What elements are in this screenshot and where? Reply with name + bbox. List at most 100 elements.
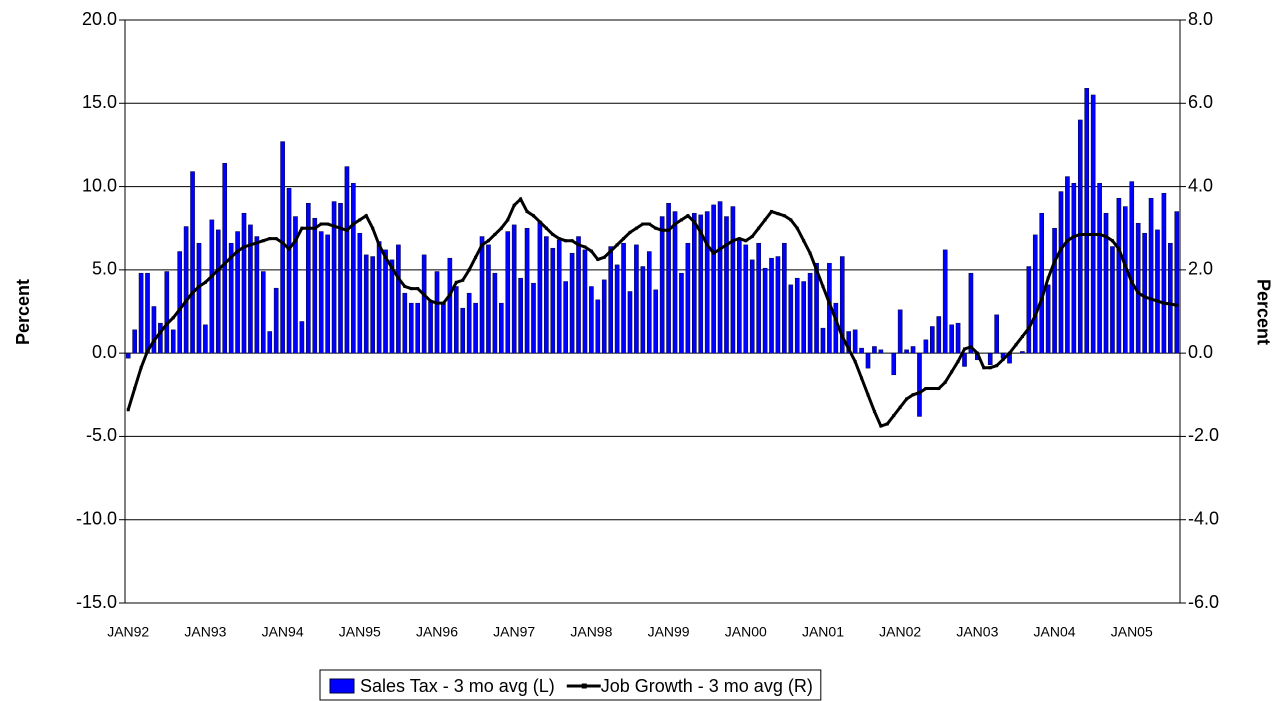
bar (325, 234, 330, 354)
line-marker (1027, 326, 1031, 330)
line-marker (499, 226, 503, 230)
line-marker (834, 318, 838, 322)
bar (132, 329, 137, 354)
legend: Sales Tax - 3 mo avg (L) Job Growth - 3 m… (319, 669, 822, 701)
line-marker (911, 393, 915, 397)
line-marker (679, 218, 683, 222)
bar (1097, 182, 1102, 354)
line-marker (506, 218, 510, 222)
x-tick-label: JAN95 (339, 624, 381, 640)
bar (267, 331, 273, 354)
line-marker (956, 359, 960, 363)
bar (370, 256, 375, 354)
line-marker (139, 366, 143, 370)
bar (711, 204, 716, 354)
line-marker (441, 301, 445, 305)
bar (923, 339, 929, 354)
line-marker (287, 247, 291, 251)
line-marker (429, 299, 433, 303)
bar (897, 309, 903, 354)
bar (306, 202, 311, 354)
line-marker (448, 293, 452, 297)
line-marker (236, 249, 240, 253)
line-marker (171, 316, 175, 320)
bar (679, 272, 684, 354)
y2-tick-label: 6.0 (1188, 92, 1213, 112)
bar (737, 237, 742, 354)
bar (376, 241, 382, 354)
bar (820, 327, 826, 354)
bar (222, 163, 228, 354)
line-marker (789, 218, 793, 222)
bar (595, 299, 601, 354)
bar (383, 249, 388, 354)
y2-tick-label: 0.0 (1188, 342, 1213, 362)
line-marker (1001, 357, 1005, 361)
line-marker (731, 239, 735, 243)
line-marker (853, 359, 857, 363)
line-marker (454, 280, 458, 284)
bar (698, 214, 704, 354)
line-marker (371, 226, 375, 230)
bar (634, 244, 639, 354)
bar (273, 287, 279, 354)
line-marker (1143, 295, 1147, 299)
legend-label: Sales Tax - 3 mo avg (L) (360, 676, 555, 696)
line-marker (879, 424, 883, 428)
bar (441, 302, 446, 354)
bar (930, 326, 935, 354)
bar (942, 249, 948, 354)
bar (1077, 119, 1083, 354)
bar (351, 182, 356, 354)
bar (170, 329, 176, 354)
x-tick-label: JAN03 (956, 624, 998, 640)
line-marker (1078, 232, 1082, 236)
line-marker (1059, 247, 1063, 251)
line-marker (152, 339, 156, 343)
bar (1103, 212, 1109, 354)
line-marker (641, 222, 645, 226)
bar (415, 302, 421, 354)
line-marker (943, 380, 947, 384)
line-marker (293, 239, 297, 243)
y2-tick-label: 2.0 (1188, 259, 1213, 279)
bar (544, 236, 549, 354)
line-marker (332, 224, 336, 228)
line-marker (1020, 334, 1024, 338)
x-tick-label: JAN98 (570, 624, 612, 640)
line-marker (216, 268, 220, 272)
bar (949, 324, 954, 354)
bar (499, 302, 504, 354)
y2-tick-label: -2.0 (1188, 425, 1219, 445)
line-marker (718, 247, 722, 251)
bar (1142, 232, 1147, 354)
x-tick-label: JAN93 (184, 624, 226, 640)
line-marker (242, 245, 246, 249)
line-marker (313, 226, 317, 230)
bar (685, 242, 691, 354)
bar (910, 346, 916, 354)
bar (955, 322, 961, 354)
bar (1052, 227, 1057, 354)
bar (158, 322, 163, 354)
line-marker (1033, 314, 1037, 318)
line-marker (422, 293, 426, 297)
line-marker (737, 237, 741, 241)
bar (228, 242, 234, 354)
bar (782, 242, 787, 354)
bar (743, 244, 749, 354)
line-marker (763, 218, 767, 222)
line-marker (435, 301, 439, 305)
line-marker (750, 235, 754, 239)
line-marker (493, 232, 497, 236)
bar (627, 291, 633, 354)
line-marker (1117, 247, 1121, 251)
bar (769, 257, 774, 354)
line-marker (1014, 343, 1018, 347)
bar (717, 201, 723, 354)
x-tick-label: JAN04 (1034, 624, 1076, 640)
bar (215, 229, 221, 354)
bar (466, 292, 472, 354)
line-marker (776, 212, 780, 216)
line-marker (126, 408, 130, 412)
